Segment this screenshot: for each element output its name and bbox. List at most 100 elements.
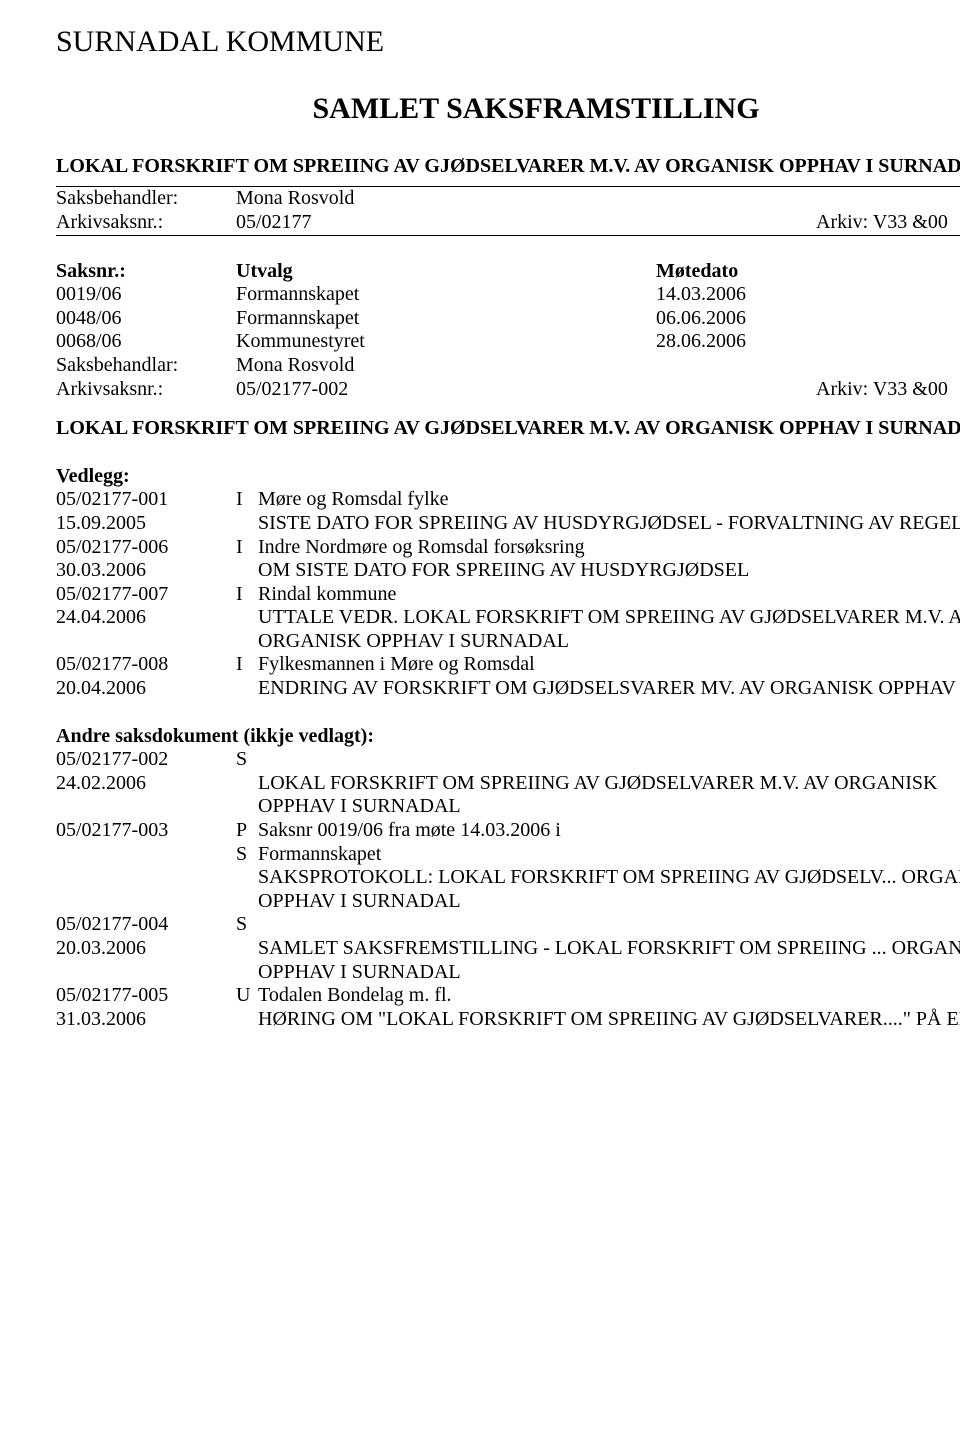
handler-label: Saksbehandler: bbox=[56, 187, 236, 211]
handler-table: Saksbehandler: Mona Rosvold Arkivsaksnr.… bbox=[56, 187, 960, 234]
handler2-table: Saksbehandlar: Mona Rosvold Arkivsaksnr.… bbox=[56, 354, 960, 401]
meetings-row: 0068/06 Kommunestyret 28.06.2006 bbox=[56, 330, 960, 354]
attach-c2: I bbox=[236, 488, 258, 512]
attach-c1: 05/02177-005 bbox=[56, 984, 236, 1008]
andre-heading: Andre saksdokument (ikkje vedlagt): bbox=[56, 725, 960, 749]
case-subtitle: LOKAL FORSKRIFT OM SPREIING AV GJØDSELVA… bbox=[56, 155, 960, 179]
attach-row: 31.03.2006 HØRING OM "LOKAL FORSKRIFT OM … bbox=[56, 1008, 960, 1032]
attach-c2 bbox=[236, 772, 258, 819]
attach-c3: SAKSPROTOKOLL: LOKAL FORSKRIFT OM SPREII… bbox=[258, 866, 960, 913]
arkivs-row: Arkivsaksnr.: 05/02177-002 Arkiv: V33 &0… bbox=[56, 378, 960, 402]
attach-c2: S bbox=[236, 913, 258, 937]
attach-c3: SISTE DATO FOR SPREIING AV HUSDYRGJØDSEL… bbox=[258, 512, 960, 536]
attach-row: 30.03.2006 OM SISTE DATO FOR SPREIING AV … bbox=[56, 559, 960, 583]
attach-c3: ENDRING AV FORSKRIFT OM GJØDSELSVARER MV… bbox=[258, 677, 960, 701]
mtg-h3: Møtedato bbox=[656, 260, 960, 284]
arkivs-value: 05/02177-002 bbox=[236, 378, 816, 402]
attach-c2: S bbox=[236, 843, 258, 867]
casenr-row: Arkivsaksnr.: 05/02177 Arkiv: V33 &00 bbox=[56, 211, 960, 235]
attach-row: 05/02177-002S bbox=[56, 748, 960, 772]
attach-row: 20.04.2006 ENDRING AV FORSKRIFT OM GJØDSE… bbox=[56, 677, 960, 701]
attach-c1: 20.03.2006 bbox=[56, 937, 236, 984]
mtg-c2: Kommunestyret bbox=[236, 330, 656, 354]
attach-c3: Todalen Bondelag m. fl. bbox=[258, 984, 960, 1008]
attach-row: 05/02177-007IRindal kommune bbox=[56, 583, 960, 607]
attach-c3: HØRING OM "LOKAL FORSKRIFT OM SPREIING A… bbox=[258, 1008, 960, 1032]
mtg-c3: 06.06.2006 bbox=[656, 307, 960, 331]
attach-c1: 20.04.2006 bbox=[56, 677, 236, 701]
attach-c3: LOKAL FORSKRIFT OM SPREIING AV GJØDSELVA… bbox=[258, 772, 960, 819]
handlar-row: Saksbehandlar: Mona Rosvold bbox=[56, 354, 960, 378]
attach-c3: Saksnr 0019/06 fra møte 14.03.2006 i bbox=[258, 819, 960, 843]
attach-row: 05/02177-001IMøre og Romsdal fylke bbox=[56, 488, 960, 512]
attach-c3 bbox=[258, 913, 960, 937]
attach-c3: OM SISTE DATO FOR SPREIING AV HUSDYRGJØD… bbox=[258, 559, 960, 583]
attach-c2: P bbox=[236, 819, 258, 843]
mtg-c1: 0019/06 bbox=[56, 283, 236, 307]
arkivs-label: Arkivsaksnr.: bbox=[56, 378, 236, 402]
attach-c2: I bbox=[236, 536, 258, 560]
attach-c1: 31.03.2006 bbox=[56, 1008, 236, 1032]
attach-c2 bbox=[236, 866, 258, 913]
repeat-subtitle: LOKAL FORSKRIFT OM SPREIING AV GJØDSELVA… bbox=[56, 417, 960, 441]
attach-c3: Fylkesmannen i Møre og Romsdal bbox=[258, 653, 960, 677]
arkivs-archive: Arkiv: V33 &00 bbox=[816, 378, 960, 402]
meetings-header: Saksnr.: Utvalg Møtedato bbox=[56, 260, 960, 284]
handlar-label: Saksbehandlar: bbox=[56, 354, 236, 378]
attach-row: 05/02177-004S bbox=[56, 913, 960, 937]
attach-c1: 05/02177-004 bbox=[56, 913, 236, 937]
attach-c1: 24.04.2006 bbox=[56, 606, 236, 653]
attach-c1: 30.03.2006 bbox=[56, 559, 236, 583]
attach-row: 05/02177-005UTodalen Bondelag m. fl. bbox=[56, 984, 960, 1008]
casenr-value: 05/02177 bbox=[236, 211, 816, 235]
attach-c1: 05/02177-006 bbox=[56, 536, 236, 560]
mtg-c3: 14.03.2006 bbox=[656, 283, 960, 307]
attach-c1 bbox=[56, 866, 236, 913]
handler-name: Mona Rosvold bbox=[236, 187, 816, 211]
attach-row: 05/02177-008IFylkesmannen i Møre og Roms… bbox=[56, 653, 960, 677]
attach-row: SAKSPROTOKOLL: LOKAL FORSKRIFT OM SPREII… bbox=[56, 866, 960, 913]
mtg-h1: Saksnr.: bbox=[56, 260, 236, 284]
vedlegg-heading: Vedlegg: bbox=[56, 465, 960, 489]
attach-c1: 15.09.2005 bbox=[56, 512, 236, 536]
attach-c3: Møre og Romsdal fylke bbox=[258, 488, 960, 512]
vedlegg-table: 05/02177-001IMøre og Romsdal fylke15.09.… bbox=[56, 488, 960, 700]
attach-c1: 05/02177-003 bbox=[56, 819, 236, 843]
attach-c2: S bbox=[236, 748, 258, 772]
attach-c2 bbox=[236, 606, 258, 653]
attach-c3: Indre Nordmøre og Romsdal forsøksring bbox=[258, 536, 960, 560]
attach-c3: SAMLET SAKSFREMSTILLING - LOKAL FORSKRIF… bbox=[258, 937, 960, 984]
attach-c1 bbox=[56, 843, 236, 867]
mtg-c2: Formannskapet bbox=[236, 307, 656, 331]
attach-c3: Formannskapet bbox=[258, 843, 960, 867]
attach-row: 05/02177-006IIndre Nordmøre og Romsdal f… bbox=[56, 536, 960, 560]
attach-row: SFormannskapet bbox=[56, 843, 960, 867]
attach-c1: 24.02.2006 bbox=[56, 772, 236, 819]
attach-row: 24.02.2006 LOKAL FORSKRIFT OM SPREIING AV… bbox=[56, 772, 960, 819]
organization-name: SURNADAL KOMMUNE bbox=[56, 24, 960, 59]
attach-c2 bbox=[236, 937, 258, 984]
attach-c1: 05/02177-001 bbox=[56, 488, 236, 512]
mtg-c3: 28.06.2006 bbox=[656, 330, 960, 354]
casenr-label: Arkivsaksnr.: bbox=[56, 211, 236, 235]
handler-row: Saksbehandler: Mona Rosvold bbox=[56, 187, 960, 211]
andre-table: 05/02177-002S24.02.2006 LOKAL FORSKRIFT O… bbox=[56, 748, 960, 1031]
archive-value: Arkiv: V33 &00 bbox=[816, 211, 960, 235]
attach-row: 24.04.2006 UTTALE VEDR. LOKAL FORSKRIFT O… bbox=[56, 606, 960, 653]
attach-c2 bbox=[236, 559, 258, 583]
attach-c2 bbox=[236, 512, 258, 536]
handlar-name: Mona Rosvold bbox=[236, 354, 816, 378]
attach-c3 bbox=[258, 748, 960, 772]
mtg-h2: Utvalg bbox=[236, 260, 656, 284]
attach-c3: Rindal kommune bbox=[258, 583, 960, 607]
meetings-row: 0019/06 Formannskapet 14.03.2006 bbox=[56, 283, 960, 307]
mtg-c1: 0068/06 bbox=[56, 330, 236, 354]
attach-c3: UTTALE VEDR. LOKAL FORSKRIFT OM SPREIING… bbox=[258, 606, 960, 653]
attach-c2: U bbox=[236, 984, 258, 1008]
attach-c1: 05/02177-007 bbox=[56, 583, 236, 607]
attach-row: 20.03.2006 SAMLET SAKSFREMSTILLING - LOKA… bbox=[56, 937, 960, 984]
attach-c1: 05/02177-008 bbox=[56, 653, 236, 677]
attach-c2: I bbox=[236, 583, 258, 607]
attach-c2 bbox=[236, 677, 258, 701]
mtg-c2: Formannskapet bbox=[236, 283, 656, 307]
